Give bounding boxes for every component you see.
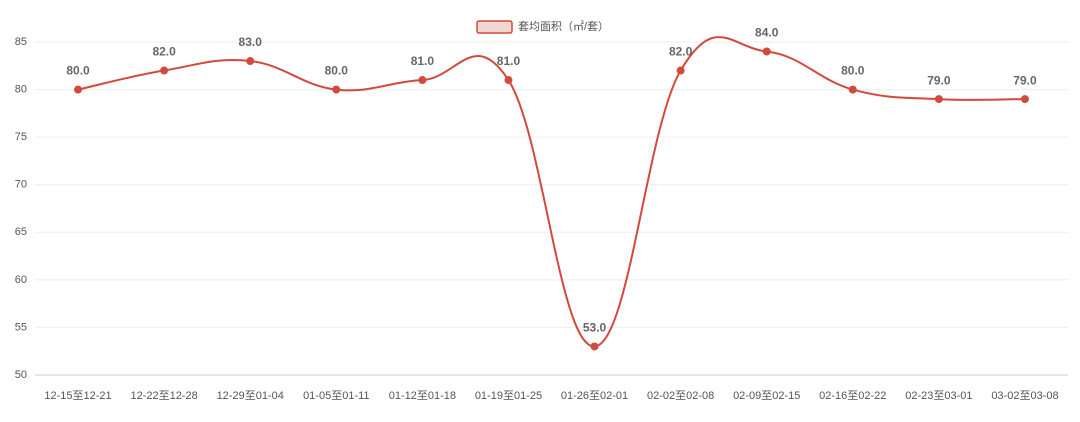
value-label: 53.0	[583, 321, 607, 335]
y-tick-label: 75	[15, 131, 27, 143]
value-label: 84.0	[755, 26, 779, 40]
value-label: 79.0	[927, 73, 951, 87]
y-tick-label: 60	[15, 274, 27, 286]
x-tick-label: 01-19至01-25	[475, 390, 542, 402]
value-label: 80.0	[325, 64, 349, 78]
value-label: 82.0	[669, 45, 693, 59]
point	[504, 76, 513, 85]
point	[74, 85, 83, 94]
line	[77, 36, 1025, 348]
point	[332, 85, 341, 94]
value-label: 81.0	[411, 54, 435, 68]
x-tick-label: 01-05至01-11	[303, 390, 369, 402]
point	[246, 57, 255, 66]
x-tick-label: 12-22至12-28	[130, 390, 197, 402]
legend-label: 套均面积（㎡/套）	[518, 20, 609, 33]
point	[1020, 95, 1029, 104]
y-tick-label: 70	[15, 179, 27, 191]
y-tick-label: 85	[15, 36, 27, 48]
legend-swatch	[476, 20, 513, 34]
point	[418, 76, 427, 85]
point	[590, 342, 599, 351]
point	[762, 47, 771, 56]
y-tick-label: 50	[15, 369, 27, 381]
x-tick-label: 02-16至02-22	[819, 390, 886, 402]
value-label: 80.0	[66, 64, 90, 78]
point	[934, 95, 943, 104]
x-tick-label: 12-29至01-04	[217, 390, 284, 402]
point	[160, 66, 169, 75]
point	[676, 66, 685, 75]
value-label: 79.0	[1013, 73, 1037, 87]
point	[848, 85, 857, 94]
x-tick-label: 02-23至03-01	[905, 390, 972, 402]
x-tick-label: 03-02至03-08	[991, 390, 1058, 402]
x-tick-label: 02-02至02-08	[647, 390, 714, 402]
y-tick-label: 65	[15, 226, 27, 238]
x-tick-label: 01-12至01-18	[389, 390, 456, 402]
value-label: 80.0	[841, 64, 865, 78]
x-tick-label: 12-15至12-21	[44, 390, 111, 402]
x-tick-label: 01-26至02-01	[561, 390, 628, 402]
y-tick-label: 80	[15, 83, 27, 95]
x-tick-label: 02-09至02-15	[733, 390, 800, 402]
y-tick-label: 55	[15, 321, 27, 333]
value-label: 83.0	[239, 35, 263, 49]
value-label: 81.0	[497, 54, 521, 68]
value-label: 82.0	[152, 45, 176, 59]
